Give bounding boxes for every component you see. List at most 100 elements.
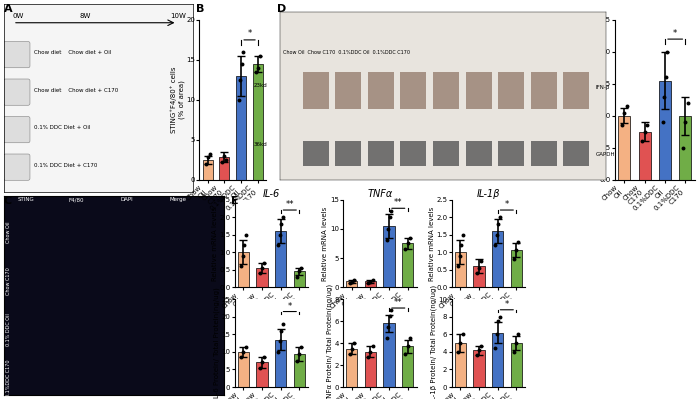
Point [659,93,670,100]
Y-axis label: Relative mRNA levels: Relative mRNA levels [211,206,218,280]
Point [273,242,284,248]
Point [254,270,265,277]
Bar [473,266,484,287]
Bar [564,72,589,109]
Point [619,109,630,116]
Bar [564,141,589,166]
Bar [473,350,484,387]
Point [456,242,467,248]
Bar [365,281,376,287]
Bar [618,116,631,180]
Point [493,318,504,324]
Bar [498,141,524,166]
Point [457,331,468,338]
Point [400,246,411,253]
Point [256,265,267,271]
Point [237,253,248,259]
Y-axis label: IL-1β Protein/ Total Protein(ng/ug): IL-1β Protein/ Total Protein(ng/ug) [430,284,437,399]
Point [258,259,270,266]
Text: C: C [4,196,12,205]
Bar [402,346,413,387]
Point [512,331,524,338]
Point [382,237,393,244]
Bar [275,231,286,287]
Title: IL-1β: IL-1β [477,189,500,199]
Text: 8W: 8W [79,13,90,20]
Point [384,312,395,319]
Point [475,343,486,349]
Bar [368,72,394,109]
Bar [466,72,491,109]
Point [475,258,486,264]
Point [235,77,246,83]
Point [662,49,673,55]
FancyBboxPatch shape [4,117,30,143]
Bar [335,141,361,166]
Point [404,334,415,341]
Y-axis label: Relative mRNA levels: Relative mRNA levels [428,206,435,280]
Point [365,349,376,355]
Text: B: B [196,4,204,14]
Point [202,154,214,160]
Bar [510,251,522,287]
Point [240,344,251,350]
Point [220,156,232,163]
Point [636,138,648,144]
Point [473,265,484,271]
Point [363,354,374,361]
Point [254,365,265,371]
Point [344,351,356,358]
Point [367,277,378,283]
Point [291,358,302,364]
Text: *: * [505,200,509,209]
Point [363,280,374,286]
Point [493,221,504,227]
Point [204,151,215,157]
Bar [384,226,395,287]
Point [457,231,468,238]
Point [346,279,358,285]
Text: Chow C170: Chow C170 [6,267,10,295]
Text: D: D [276,4,286,14]
Bar [638,132,651,180]
Point [641,122,652,128]
Bar [293,354,304,387]
Text: Chow diet    Chow diet + Oil: Chow diet Chow diet + Oil [34,50,111,55]
Point [346,346,358,352]
Point [510,247,522,254]
Text: 36kd: 36kd [253,142,267,147]
Text: Merge: Merge [169,198,186,203]
Point [252,65,263,71]
Point [236,61,247,67]
Point [295,265,307,271]
Point [273,349,284,355]
Point [454,253,466,259]
Bar [531,72,556,109]
Text: 10W: 10W [170,13,186,20]
Point [274,231,286,238]
Point [455,340,466,346]
Point [256,359,267,365]
Text: *: * [247,30,252,38]
Point [494,314,505,320]
Text: 23kd: 23kd [253,83,267,89]
Bar [433,72,459,109]
Point [491,231,503,238]
Point [238,349,249,355]
Point [621,103,632,109]
Point [237,49,248,55]
Point [251,69,262,75]
Text: Chow Oil  Chow C170  0.1%DDC Oil  0.1%DDC C170: Chow Oil Chow C170 0.1%DDC Oil 0.1%DDC C… [284,50,410,55]
Text: A: A [4,4,12,14]
Text: *: * [505,300,509,309]
Title: TNFα: TNFα [367,189,393,199]
Bar [335,72,361,109]
Point [295,344,307,350]
FancyBboxPatch shape [4,154,30,180]
Point [383,324,394,330]
Point [508,256,519,263]
Bar [293,271,304,287]
Bar [455,343,466,387]
Point [494,214,505,220]
Text: **: ** [286,200,294,209]
